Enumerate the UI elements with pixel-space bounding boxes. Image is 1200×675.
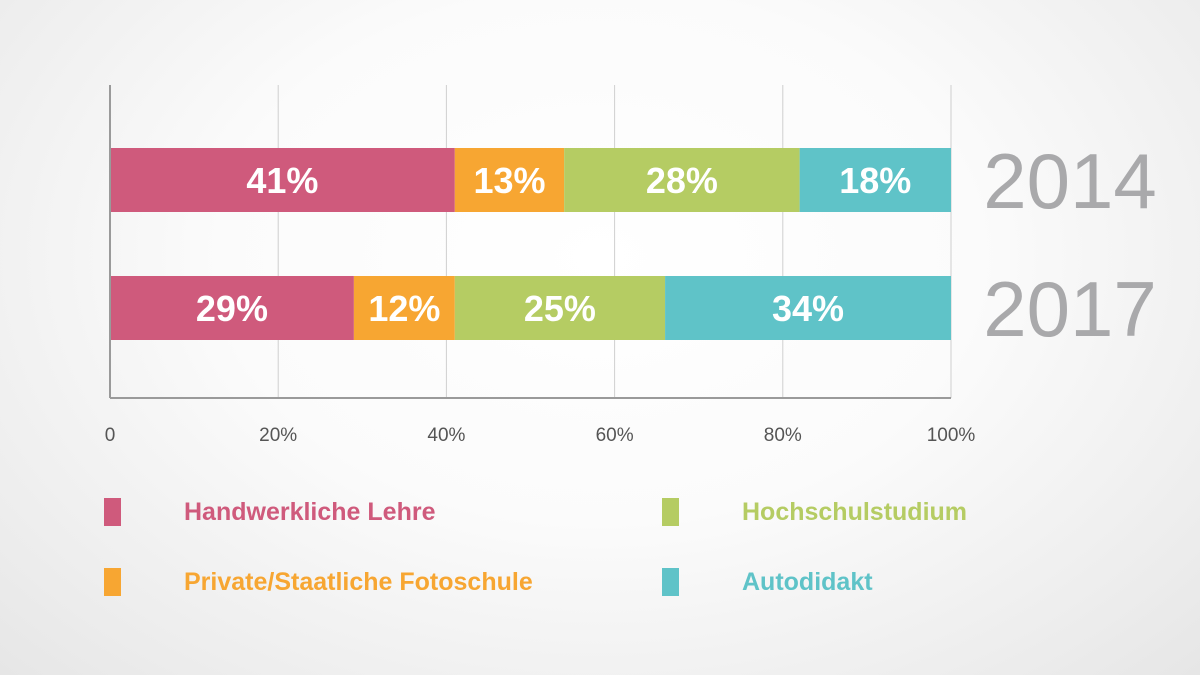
x-tick-label-40: 40% [427,425,465,446]
bar-2014-hochschulstudium [564,148,800,212]
x-tick-label-60: 60% [596,425,634,446]
bar-2017-private-staatliche-fotoschule [353,276,455,340]
x-tick-label-20: 20% [259,425,297,446]
x-tick-labels: 0 20% 40% 60% 80% 100% [105,425,976,446]
category-label-2017: 2017 [983,265,1157,353]
bar-2014-private-staatliche-fotoschule [454,148,565,212]
bar-label-2017-autodidakt: 34% [772,288,844,329]
bar-label-2014-hochschulstudium: 28% [646,160,718,201]
bar-label-2014-private-staatliche-fotoschule: 13% [473,160,545,201]
axes [109,85,951,399]
bar-label-2014-autodidakt: 18% [839,160,911,201]
x-tick-label-0: 0 [105,425,116,446]
category-label-2014: 2014 [983,137,1157,225]
x-tick-label-80: 80% [764,425,802,446]
bar-2014-autodidakt [799,148,951,212]
grid-lines [277,85,952,398]
bar-label-2014-handwerkliche-lehre: 41% [246,160,318,201]
bar-label-2017-private-staatliche-fotoschule: 12% [368,288,440,329]
category-labels: 2014 2017 [983,137,1157,353]
bar-2017-autodidakt [665,276,951,340]
bar-2017-handwerkliche-lehre [110,276,354,340]
bar-segments [110,148,951,340]
bar-label-2017-hochschulstudium: 25% [524,288,596,329]
bar-2017-hochschulstudium [454,276,666,340]
bar-2014-handwerkliche-lehre [110,148,455,212]
x-tick-label-100: 100% [927,425,976,446]
bar-label-2017-handwerkliche-lehre: 29% [196,288,268,329]
bar-value-labels: 41% 13% 28% 18% 29% 12% 25% 34% [196,160,911,329]
